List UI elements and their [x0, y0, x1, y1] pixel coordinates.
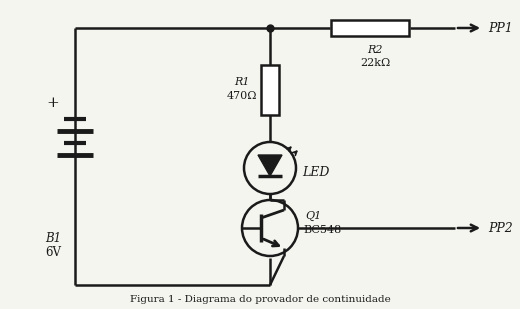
Polygon shape — [258, 155, 282, 176]
Text: 22kΩ: 22kΩ — [360, 58, 390, 68]
Text: Q1: Q1 — [305, 211, 321, 221]
Text: B1: B1 — [45, 231, 61, 244]
Bar — [261, 65, 279, 115]
Text: 6V: 6V — [45, 245, 61, 259]
Text: BC548: BC548 — [303, 225, 341, 235]
Text: +: + — [47, 96, 59, 110]
Text: R1: R1 — [234, 77, 250, 87]
Text: PP1: PP1 — [488, 22, 513, 35]
Bar — [331, 20, 409, 36]
Text: R2: R2 — [367, 45, 383, 55]
Text: PP2: PP2 — [488, 222, 513, 235]
Text: LED: LED — [302, 167, 329, 180]
Text: 470Ω: 470Ω — [227, 91, 257, 101]
Text: Figura 1 - Diagrama do provador de continuidade: Figura 1 - Diagrama do provador de conti… — [129, 295, 391, 304]
